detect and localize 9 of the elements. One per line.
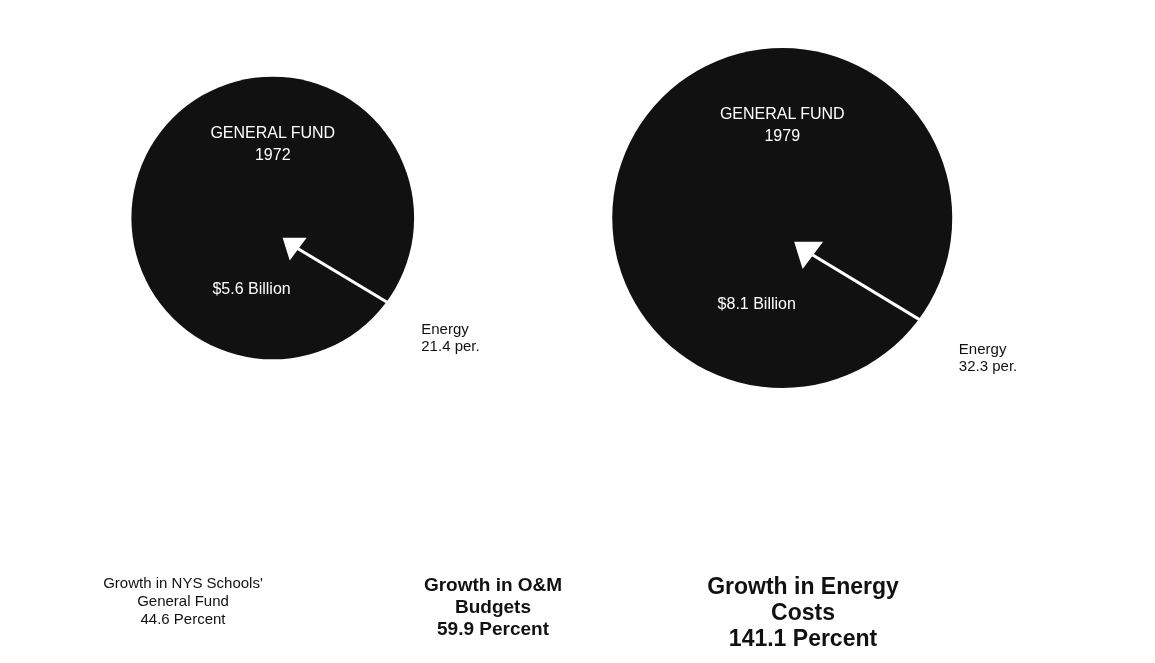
- text: Energy 21.4 per.: [421, 319, 480, 354]
- text: Growth in O&M Budgets 59.9 Percent: [423, 573, 563, 639]
- data-label: $8.1 Billion: [717, 294, 796, 312]
- text: Growth in Energy Costs 141.1 Percent: [707, 573, 900, 651]
- data-label: $5.6 Billion: [212, 280, 291, 298]
- text: Growth in NYS Schools' General Fund 44.6 Percent: [103, 573, 263, 627]
- text: Energy 32.3 per.: [958, 340, 1018, 375]
- category-label: GENERAL FUND 1972: [210, 124, 336, 164]
- category-label: GENERAL FUND 1979: [719, 104, 845, 144]
